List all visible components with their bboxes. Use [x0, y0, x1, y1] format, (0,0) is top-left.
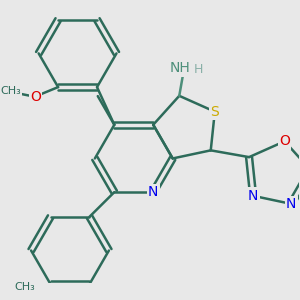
Text: N: N: [248, 189, 258, 203]
Text: N: N: [148, 185, 158, 199]
Text: N: N: [286, 197, 296, 211]
Text: O: O: [30, 90, 41, 104]
Text: CH₃: CH₃: [15, 282, 35, 292]
Text: NH: NH: [170, 61, 191, 75]
Text: O: O: [279, 134, 290, 148]
Text: H: H: [194, 63, 203, 76]
Text: S: S: [210, 105, 219, 119]
Text: CH₃: CH₃: [0, 86, 21, 96]
